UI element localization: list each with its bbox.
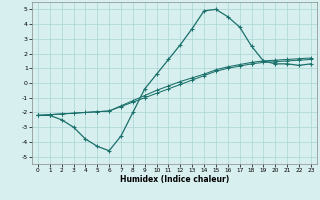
X-axis label: Humidex (Indice chaleur): Humidex (Indice chaleur) [120,175,229,184]
